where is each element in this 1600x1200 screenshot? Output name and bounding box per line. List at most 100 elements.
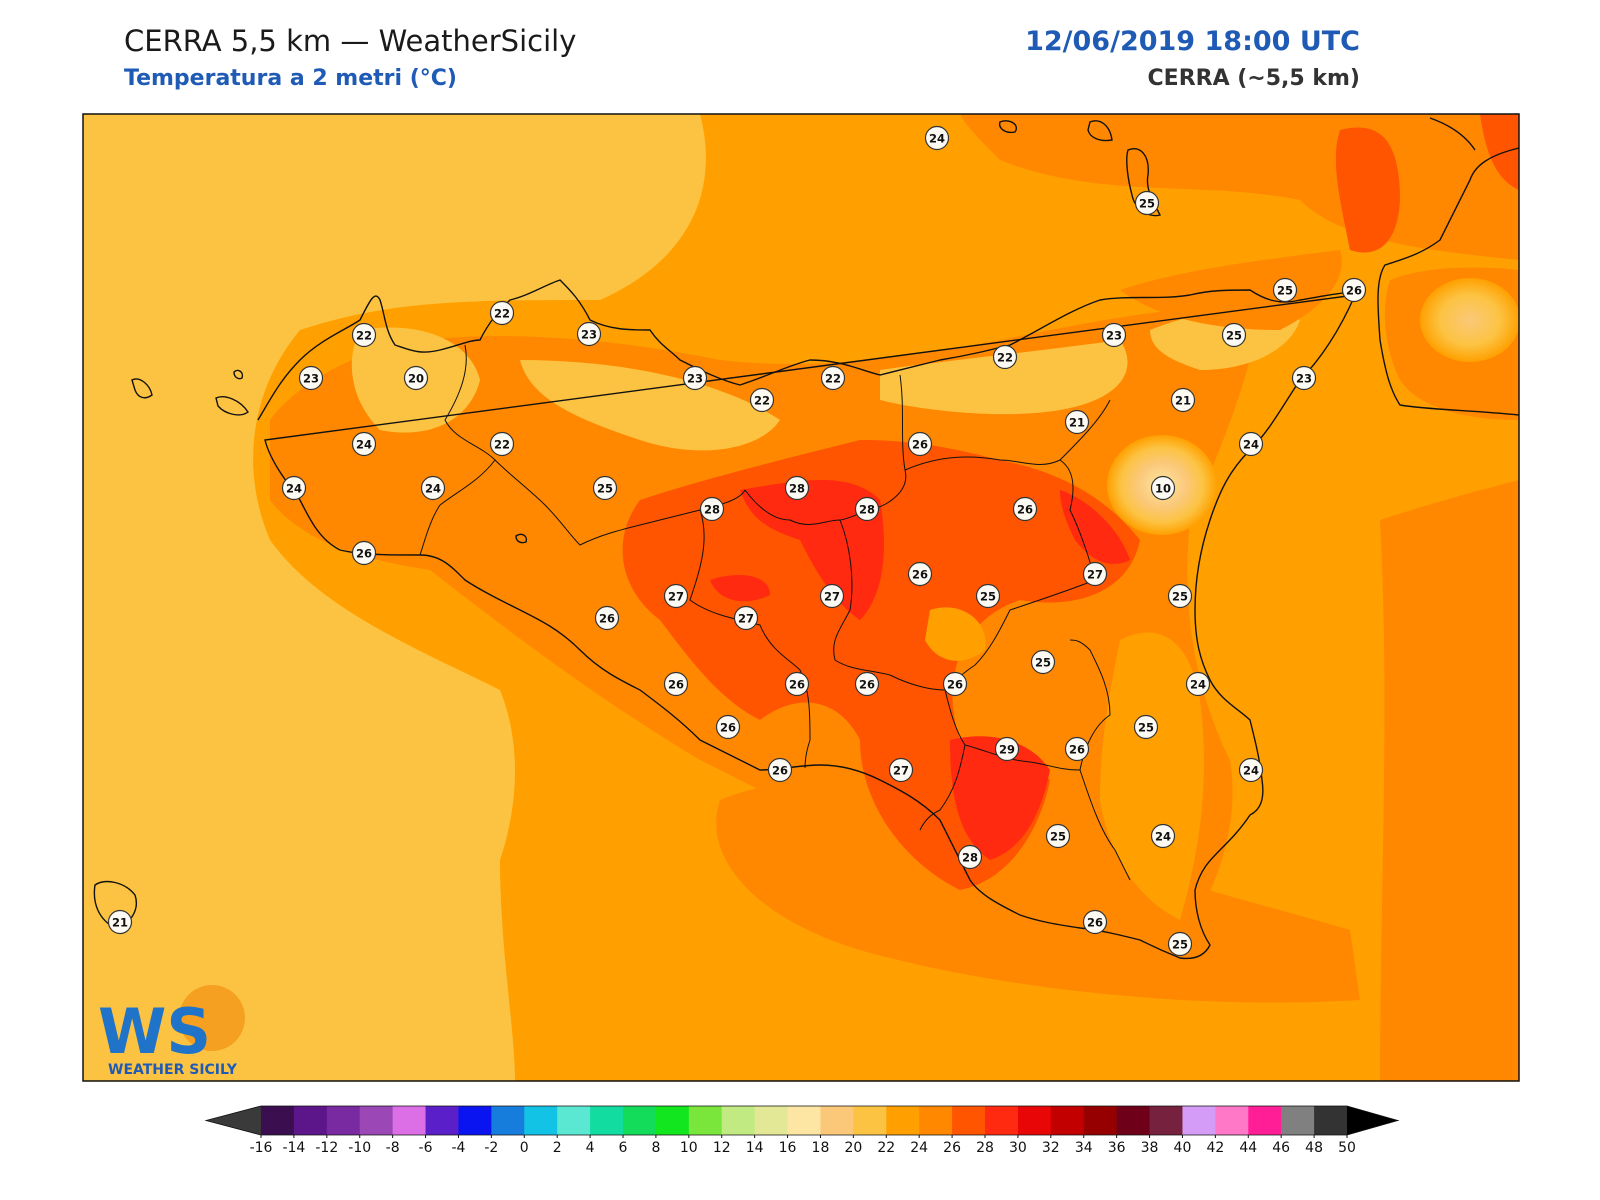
colorbar-tick-label: 2 <box>553 1140 562 1156</box>
label-marker <box>1238 757 1264 783</box>
city-temperature-label: 26 <box>784 671 810 697</box>
label-marker <box>733 605 759 631</box>
colorbar-tick-label: 14 <box>746 1140 764 1156</box>
temperature-value: 22 <box>494 438 510 452</box>
label-marker <box>784 475 810 501</box>
temperature-value: 26 <box>947 678 963 692</box>
label-marker <box>699 496 725 522</box>
city-temperature-label: 26 <box>715 714 741 740</box>
temperature-value: 27 <box>668 590 684 604</box>
colorbar-swatch <box>1248 1106 1282 1135</box>
temperature-value: 24 <box>1243 764 1259 778</box>
city-temperature-label: 25 <box>1134 190 1160 216</box>
label-marker <box>819 583 845 609</box>
label-marker <box>907 431 933 457</box>
city-temperature-label: 28 <box>784 475 810 501</box>
label-marker <box>1012 496 1038 522</box>
label-marker <box>682 365 708 391</box>
map-frame <box>82 113 1520 1082</box>
colorbar-swatch <box>524 1106 558 1135</box>
temperature-value: 23 <box>581 328 597 342</box>
label-marker <box>663 671 689 697</box>
colorbar-tick-label: 30 <box>1009 1140 1027 1156</box>
label-marker <box>1167 931 1193 957</box>
colorbar-tick-label: -14 <box>282 1140 305 1156</box>
city-temperature-label: 25 <box>1272 277 1298 303</box>
colorbar-swatch <box>261 1106 295 1135</box>
label-marker <box>281 475 307 501</box>
colorbar-swatch <box>655 1106 690 1135</box>
temperature-value: 25 <box>1277 284 1293 298</box>
colorbar-tick-label: 20 <box>844 1140 862 1156</box>
label-marker <box>351 322 377 348</box>
map-subtitle: Temperatura a 2 metri (°C) <box>124 66 457 91</box>
colorbar-tick-label: -4 <box>451 1140 465 1156</box>
colorbar-swatch <box>985 1106 1019 1135</box>
colorbar-tick-label: -8 <box>386 1140 400 1156</box>
label-marker <box>854 671 880 697</box>
label-marker <box>663 583 689 609</box>
city-temperature-label: 25 <box>1167 583 1193 609</box>
colorbar-swatch <box>1116 1106 1151 1135</box>
colorbar-swatch <box>688 1106 723 1135</box>
colorbar-tick-label: 44 <box>1239 1140 1257 1156</box>
city-temperature-label: 24 <box>351 431 377 457</box>
colorbar-swatch <box>1182 1106 1216 1135</box>
temperature-value: 26 <box>720 721 736 735</box>
city-temperature-label: 25 <box>1167 931 1193 957</box>
city-temperature-label: 22 <box>489 300 515 326</box>
label-marker <box>1238 431 1264 457</box>
colorbar-tick-label: 36 <box>1108 1140 1126 1156</box>
temperature-value: 26 <box>1069 743 1085 757</box>
temperature-value: 21 <box>1175 394 1191 408</box>
label-marker <box>749 387 775 413</box>
city-temperature-label: 21 <box>107 909 133 935</box>
label-marker <box>994 736 1020 762</box>
temperature-value: 27 <box>738 612 754 626</box>
colorbar-under-triangle <box>206 1106 261 1135</box>
label-marker <box>403 365 429 391</box>
city-temperature-label: 25 <box>975 583 1001 609</box>
temperature-value: 29 <box>999 743 1015 757</box>
city-temperature-label: 24 <box>924 125 950 151</box>
colorbar-swatch <box>787 1106 822 1135</box>
label-marker <box>907 561 933 587</box>
temperature-value: 26 <box>1346 284 1362 298</box>
temperature-value: 24 <box>929 132 945 146</box>
colorbar-swatch <box>293 1106 328 1135</box>
logo-name: WEATHER SICILY <box>108 1062 238 1078</box>
label-marker <box>1101 322 1127 348</box>
temperature-value: 23 <box>1106 329 1122 343</box>
city-temperature-label: 24 <box>1238 431 1264 457</box>
city-temperature-label: 26 <box>942 671 968 697</box>
city-temperature-label: 26 <box>663 671 689 697</box>
label-marker <box>1082 561 1108 587</box>
label-marker <box>767 757 793 783</box>
temperature-value: 25 <box>1139 197 1155 211</box>
weathersicily-logo: WS WEATHER SICILY <box>98 985 245 1078</box>
province-borders <box>419 344 1131 881</box>
temperature-value: 24 <box>425 482 441 496</box>
temperature-value: 26 <box>789 678 805 692</box>
temperature-value: 25 <box>980 590 996 604</box>
temperature-value: 28 <box>789 482 805 496</box>
temperature-value: 26 <box>912 568 928 582</box>
colorbar-swatch <box>392 1106 427 1135</box>
city-temperature-label: 22 <box>820 365 846 391</box>
label-marker <box>1064 736 1090 762</box>
temperature-value: 24 <box>1243 438 1259 452</box>
colorbar-swatch <box>754 1106 789 1135</box>
temperature-value: 26 <box>356 547 372 561</box>
city-temperature-label: 23 <box>682 365 708 391</box>
colorbar-swatch <box>952 1106 986 1135</box>
temperature-value: 28 <box>704 503 720 517</box>
colorbar-swatch <box>425 1106 460 1135</box>
city-temperature-label: 23 <box>298 365 324 391</box>
colorbar-tick-label: -10 <box>348 1140 371 1156</box>
city-temperature-label: 26 <box>854 671 880 697</box>
city-temperature-label: 28 <box>699 496 725 522</box>
label-marker <box>1185 671 1211 697</box>
temperature-value: 26 <box>772 764 788 778</box>
label-marker <box>1030 649 1056 675</box>
label-marker <box>1133 714 1159 740</box>
